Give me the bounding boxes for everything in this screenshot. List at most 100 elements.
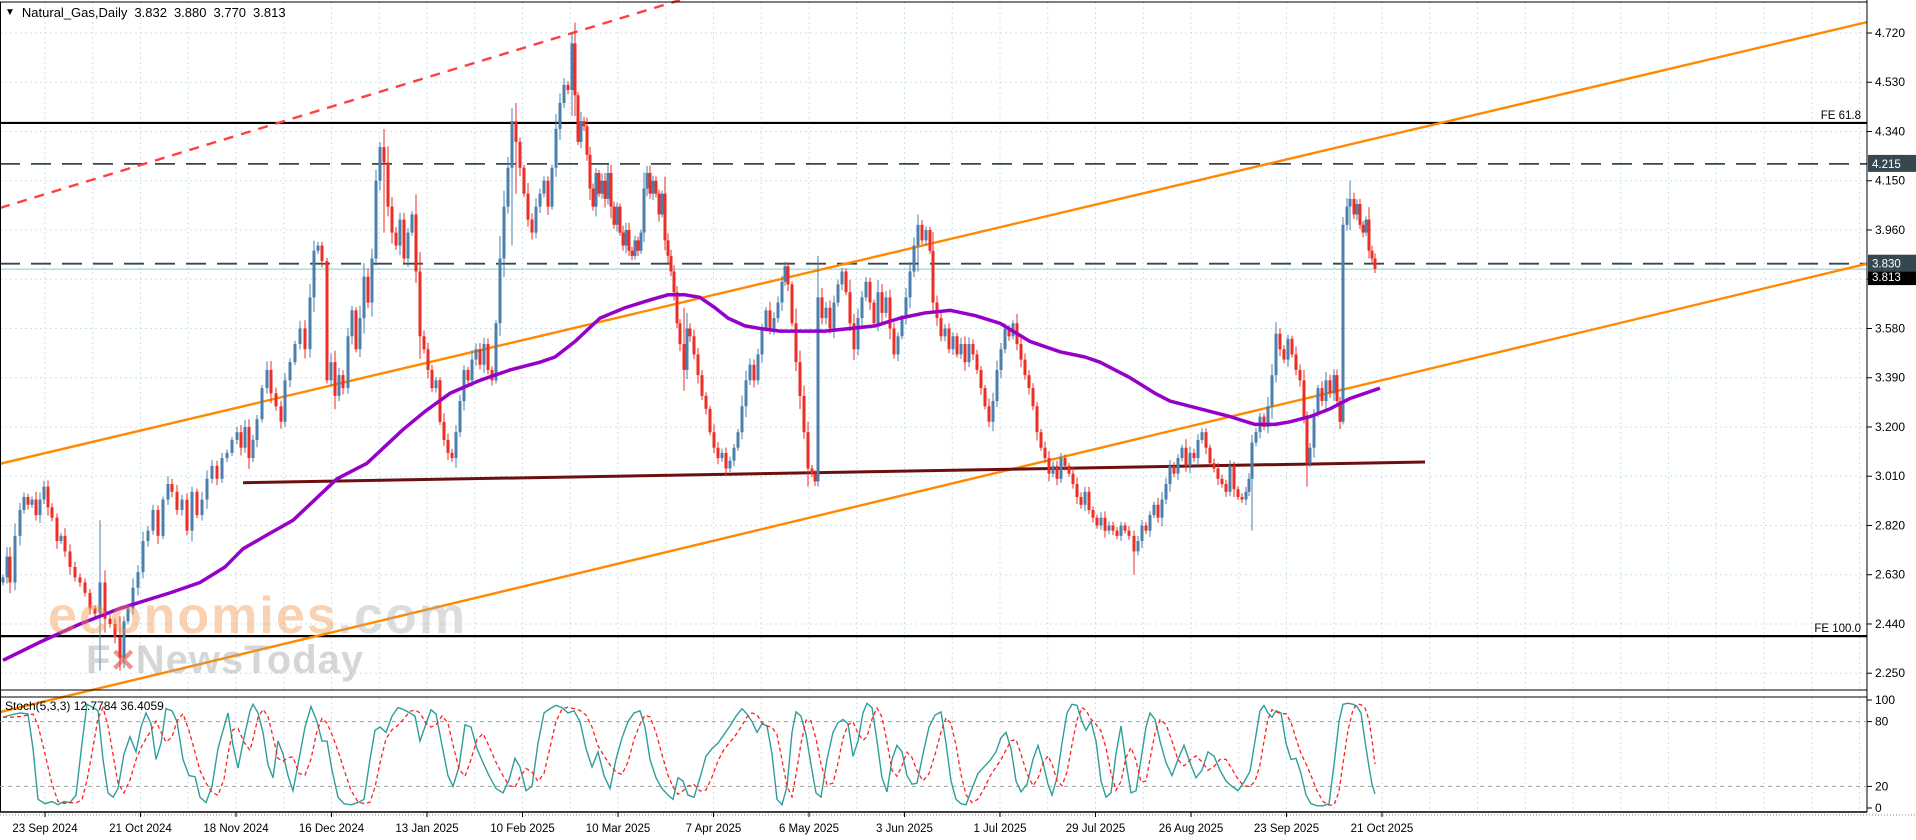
candle-body [1335, 375, 1339, 402]
candle-body [1270, 375, 1274, 407]
stoch-axis-label: 20 [1875, 779, 1889, 793]
candle-body [959, 344, 963, 355]
candle-body [802, 395, 806, 433]
candle-body [239, 432, 243, 448]
candle-body [446, 439, 450, 453]
level-price-badge-text: 4.215 [1872, 159, 1901, 171]
candle-body [358, 318, 362, 350]
current-price-badge-text: 3.813 [1872, 272, 1901, 284]
candle-body [716, 447, 720, 459]
candle-body [979, 369, 983, 389]
candle-body [736, 432, 740, 448]
candle-body [325, 261, 329, 381]
ohlc-high: 3.880 [173, 5, 207, 20]
candle-body [1127, 530, 1131, 536]
candle-body [1051, 465, 1055, 474]
candle-body [654, 180, 658, 194]
candle-body [1063, 458, 1067, 466]
stoch-k-line[interactable] [2, 702, 1376, 807]
maroon-support[interactable] [242, 460, 1426, 485]
candle-body [243, 426, 247, 448]
candle-body [624, 229, 628, 246]
candle-body [1373, 258, 1377, 269]
candle-body [205, 478, 209, 500]
candle-body [756, 354, 760, 381]
candle-body [225, 452, 229, 459]
level-price-badge-text: 3.830 [1872, 259, 1901, 271]
candle-body [768, 310, 772, 329]
candle-body [1039, 432, 1043, 448]
price-axis-label: 2.440 [1875, 617, 1905, 631]
price-axis-label: 2.250 [1875, 666, 1905, 680]
candle-body [744, 380, 748, 407]
candle-body [1244, 491, 1248, 500]
price-axis-label: 4.720 [1875, 26, 1905, 40]
candle-body [1305, 416, 1309, 464]
candle-body [274, 393, 278, 407]
candle-body [108, 618, 112, 624]
candle-body [414, 214, 418, 272]
candle-body [131, 587, 135, 609]
candle-body [645, 172, 649, 189]
candle-body [46, 486, 50, 508]
candle-body [884, 297, 888, 313]
candle-body [394, 232, 398, 246]
candle-body [872, 302, 876, 324]
candle-body [151, 509, 155, 531]
symbol-period-label: Natural_Gas,Daily [21, 5, 128, 20]
candle-body [888, 297, 892, 329]
candle-body [1188, 452, 1192, 466]
candle-body [1220, 478, 1224, 485]
candle-body [320, 245, 324, 262]
moving-average-line[interactable] [2, 293, 1381, 662]
candle-body [1308, 447, 1312, 464]
watermark-brand-suffix: .com [337, 587, 468, 645]
candle-body [1278, 333, 1282, 350]
candle-body [308, 297, 312, 350]
candle-body [410, 214, 414, 233]
candle-body [255, 419, 259, 440]
candle-body [594, 172, 598, 207]
candle-body [1208, 447, 1212, 464]
candle-body [406, 232, 410, 259]
time-axis-label: 21 Oct 2025 [1351, 823, 1414, 835]
candle-body [651, 180, 655, 194]
symbol-collapse-icon[interactable]: ▼ [5, 7, 15, 18]
stoch-d-line[interactable] [3, 703, 1376, 806]
candle-body [426, 349, 430, 370]
lower-orange-channel[interactable] [0, 262, 1868, 714]
candle-body [1332, 375, 1336, 394]
candle-body [366, 276, 370, 303]
candle-body [760, 328, 764, 355]
price-axis-label: 4.340 [1875, 124, 1905, 138]
candle-body [639, 232, 643, 251]
candle-body [1071, 473, 1075, 485]
candle-body [1367, 219, 1371, 251]
candle-body [350, 310, 354, 337]
watermark-tagline-rest: NewsToday [135, 638, 365, 682]
candle-body [1358, 204, 1362, 225]
candle-body [73, 566, 77, 578]
candle-body [591, 188, 595, 207]
candle-body [1067, 465, 1071, 474]
candle-body [1316, 388, 1320, 415]
stoch-axis-label: 100 [1875, 693, 1895, 707]
candle-body [550, 167, 554, 207]
candle-body [161, 499, 165, 536]
candle-body [892, 328, 896, 355]
candle-body [764, 310, 768, 329]
candle-body [1019, 344, 1023, 360]
candle-body [912, 245, 916, 272]
candle-body [269, 369, 273, 394]
candle-body [374, 180, 378, 259]
candle-body [498, 258, 502, 324]
candle-body [303, 328, 307, 350]
candle-body [215, 465, 219, 479]
candle-body [820, 297, 824, 319]
candle-body [26, 496, 30, 505]
candle-body [200, 499, 204, 516]
candle-body [971, 344, 975, 355]
candle-body [220, 458, 224, 479]
